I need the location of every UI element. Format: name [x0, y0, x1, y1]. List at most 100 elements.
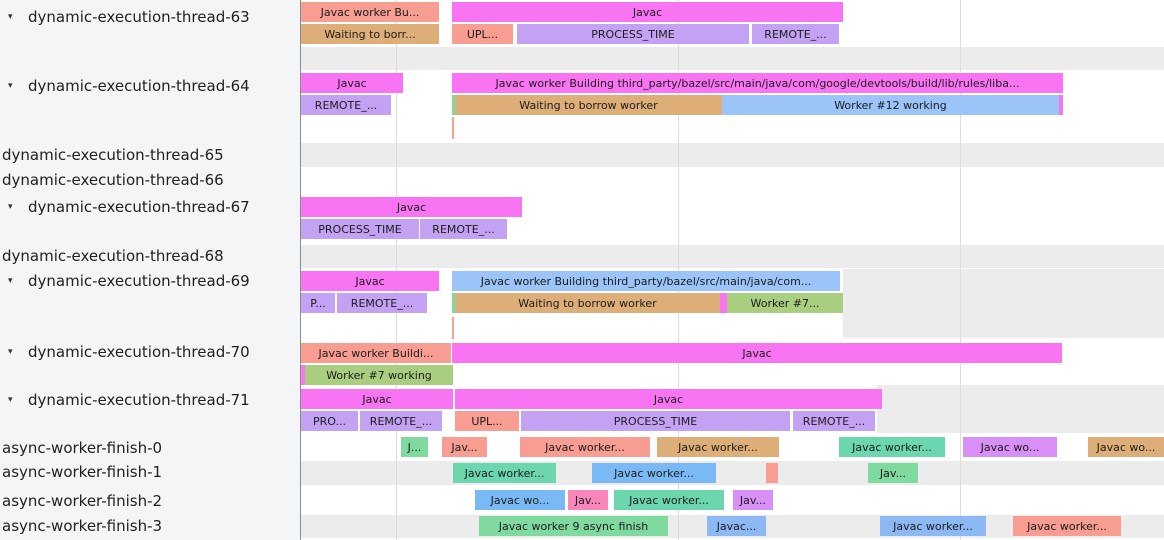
track-label-text: async-worker-finish-3: [2, 517, 163, 535]
track-background-stripe: [301, 143, 1164, 167]
timeline-slice-bar[interactable]: Javac...: [707, 516, 766, 536]
timeline-slice-bar[interactable]: Worker #7 working: [305, 365, 453, 385]
slice-label: Javac worker...: [545, 440, 625, 454]
slice-label: Javac wo...: [980, 440, 1040, 454]
timeline-slice-bar[interactable]: Waiting to borrow worker: [455, 95, 722, 115]
slice-label: P...: [310, 296, 326, 310]
timeline-slice-bar[interactable]: Javac wo...: [475, 490, 565, 510]
slice-label: Javac worker...: [614, 466, 694, 480]
timeline-slice-bar[interactable]: P...: [301, 293, 335, 313]
slice-label: Waiting to borrow worker: [519, 98, 658, 112]
timeline-slice-bar[interactable]: Jav...: [733, 490, 773, 510]
track-label-text: dynamic-execution-thread-70: [28, 343, 250, 361]
timeline-slice-bar[interactable]: Javac worker Bu...: [301, 2, 439, 22]
timeline-slice-bar[interactable]: Javac: [301, 389, 453, 409]
slice-label: J...: [407, 440, 422, 454]
timeline-slice-bar[interactable]: Javac worker...: [453, 463, 556, 483]
slice-label: Worker #12 working: [834, 98, 947, 112]
slice-label: Javac worker...: [629, 493, 709, 507]
timeline-slice-bar[interactable]: Javac worker 9 async finish: [479, 516, 668, 536]
track-label-text: dynamic-execution-thread-65: [2, 146, 224, 164]
timeline-slice-bar[interactable]: Javac worker...: [592, 463, 716, 483]
timeline-canvas[interactable]: Javac worker Bu... Javac Waiting to borr..…: [301, 0, 1164, 540]
timeline-slice-bar[interactable]: Javac worker Building third_party/bazel/…: [452, 271, 840, 291]
timeline-slice-bar[interactable]: REMOTE_...: [752, 24, 839, 44]
timeline-slice-bar[interactable]: Javac worker...: [1013, 516, 1121, 536]
timeline-slice-bar[interactable]: Javac: [452, 2, 843, 22]
slice-label: Javac...: [716, 519, 757, 533]
timeline-slice-bar[interactable]: REMOTE_...: [793, 411, 875, 431]
slice-label: Javac worker Buildi...: [318, 346, 434, 360]
timeline-slice-bar[interactable]: Javac wo...: [1088, 437, 1164, 457]
timeline-slice-bar[interactable]: Worker #7...: [727, 293, 843, 313]
timeline-slice-bar[interactable]: Waiting to borrow worker: [455, 293, 720, 313]
timeline-slice-bar[interactable]: Javac: [452, 343, 1062, 363]
track-label-async-worker-finish-1[interactable]: async-worker-finish-1: [0, 462, 298, 482]
track-label-dynamic-execution-thread-68[interactable]: dynamic-execution-thread-68: [0, 246, 298, 266]
collapse-triangle-icon[interactable]: ▾: [8, 276, 13, 286]
timeline-slice-bar[interactable]: REMOTE_...: [337, 293, 427, 313]
track-label-text: dynamic-execution-thread-64: [28, 77, 250, 95]
track-label-dynamic-execution-thread-67[interactable]: ▾ dynamic-execution-thread-67: [0, 197, 298, 217]
track-label-async-worker-finish-0[interactable]: async-worker-finish-0: [0, 438, 298, 458]
instant-event-tick[interactable]: [452, 117, 454, 139]
timeline-slice-bar[interactable]: Jav...: [442, 437, 487, 457]
timeline-slice-bar[interactable]: UPL...: [455, 411, 519, 431]
timeline-slice-bar[interactable]: Jav...: [568, 490, 608, 510]
track-label-dynamic-execution-thread-65[interactable]: dynamic-execution-thread-65: [0, 145, 298, 165]
timeline-slice-bar[interactable]: Waiting to borr...: [301, 24, 439, 44]
timeline-slice-bar[interactable]: Jav...: [868, 463, 918, 483]
instant-event-tick[interactable]: [452, 317, 454, 339]
slice-label: PROCESS_TIME: [591, 27, 675, 41]
timeline-slice-bar[interactable]: Javac: [301, 197, 522, 217]
timeline-slice-bar[interactable]: UPL...: [452, 24, 513, 44]
collapse-triangle-icon[interactable]: ▾: [8, 81, 13, 91]
track-label-dynamic-execution-thread-64[interactable]: ▾ dynamic-execution-thread-64: [0, 76, 298, 96]
timeline-slice-bar[interactable]: Javac wo...: [963, 437, 1057, 457]
timeline-slice-bar[interactable]: Javac: [301, 73, 403, 93]
track-label-text: dynamic-execution-thread-63: [28, 8, 250, 26]
collapse-triangle-icon[interactable]: ▾: [8, 12, 13, 22]
timeline-slice-bar[interactable]: Javac worker...: [657, 437, 779, 457]
track-label-async-worker-finish-2[interactable]: async-worker-finish-2: [0, 491, 298, 511]
timeline-slice-bar[interactable]: REMOTE_...: [360, 411, 442, 431]
timeline-slice-bar[interactable]: J...: [401, 437, 428, 457]
timeline-slice-bar[interactable]: [720, 293, 727, 313]
slice-label: Javac: [632, 5, 663, 19]
timeline-slice-bar[interactable]: Javac worker...: [839, 437, 945, 457]
track-label-dynamic-execution-thread-66[interactable]: dynamic-execution-thread-66: [0, 170, 298, 190]
timeline-slice-bar[interactable]: PRO...: [301, 411, 358, 431]
timeline-slice-bar[interactable]: Javac worker...: [520, 437, 650, 457]
collapse-triangle-icon[interactable]: ▾: [8, 347, 13, 357]
timeline-slice-bar[interactable]: REMOTE_...: [420, 219, 507, 239]
timeline-slice-bar[interactable]: Javac: [301, 271, 439, 291]
timeline-slice-bar[interactable]: Worker #12 working: [722, 95, 1059, 115]
timeline-slice-bar[interactable]: Javac worker...: [614, 490, 724, 510]
timeline-slice-bar[interactable]: Javac worker Building third_party/bazel/…: [452, 73, 1063, 93]
timeline-slice-bar[interactable]: Javac: [455, 389, 882, 409]
slice-label: Javac worker 9 async finish: [498, 519, 649, 533]
timeline-slice-bar[interactable]: [766, 463, 778, 483]
track-label-dynamic-execution-thread-70[interactable]: ▾ dynamic-execution-thread-70: [0, 342, 298, 362]
timeline-slice-bar[interactable]: Javac worker...: [880, 516, 986, 536]
collapse-triangle-icon[interactable]: ▾: [8, 395, 13, 405]
track-label-dynamic-execution-thread-63[interactable]: ▾ dynamic-execution-thread-63: [0, 7, 298, 27]
track-label-dynamic-execution-thread-69[interactable]: ▾ dynamic-execution-thread-69: [0, 271, 298, 291]
timeline-slice-bar[interactable]: [1059, 95, 1063, 115]
timeline-slice-bar[interactable]: PROCESS_TIME: [521, 411, 790, 431]
track-label-dynamic-execution-thread-71[interactable]: ▾ dynamic-execution-thread-71: [0, 390, 298, 410]
timeline-slice-bar[interactable]: [301, 365, 305, 385]
track-label-async-worker-finish-3[interactable]: async-worker-finish-3: [0, 516, 298, 536]
slice-label: Javac worker...: [464, 466, 545, 480]
collapse-triangle-icon[interactable]: ▾: [8, 202, 13, 212]
timeline-slice-bar[interactable]: [452, 293, 455, 313]
slice-label: PROCESS_TIME: [318, 222, 402, 236]
slice-label: Javac: [396, 200, 427, 214]
timeline-slice-bar[interactable]: [452, 95, 455, 115]
timeline-slice-bar[interactable]: Javac worker Buildi...: [301, 343, 451, 363]
timeline-slice-bar[interactable]: PROCESS_TIME: [301, 219, 419, 239]
timeline-slice-bar[interactable]: PROCESS_TIME: [517, 24, 749, 44]
timeline-slice-bar[interactable]: REMOTE_...: [301, 95, 391, 115]
slice-label: Jav...: [574, 493, 602, 507]
